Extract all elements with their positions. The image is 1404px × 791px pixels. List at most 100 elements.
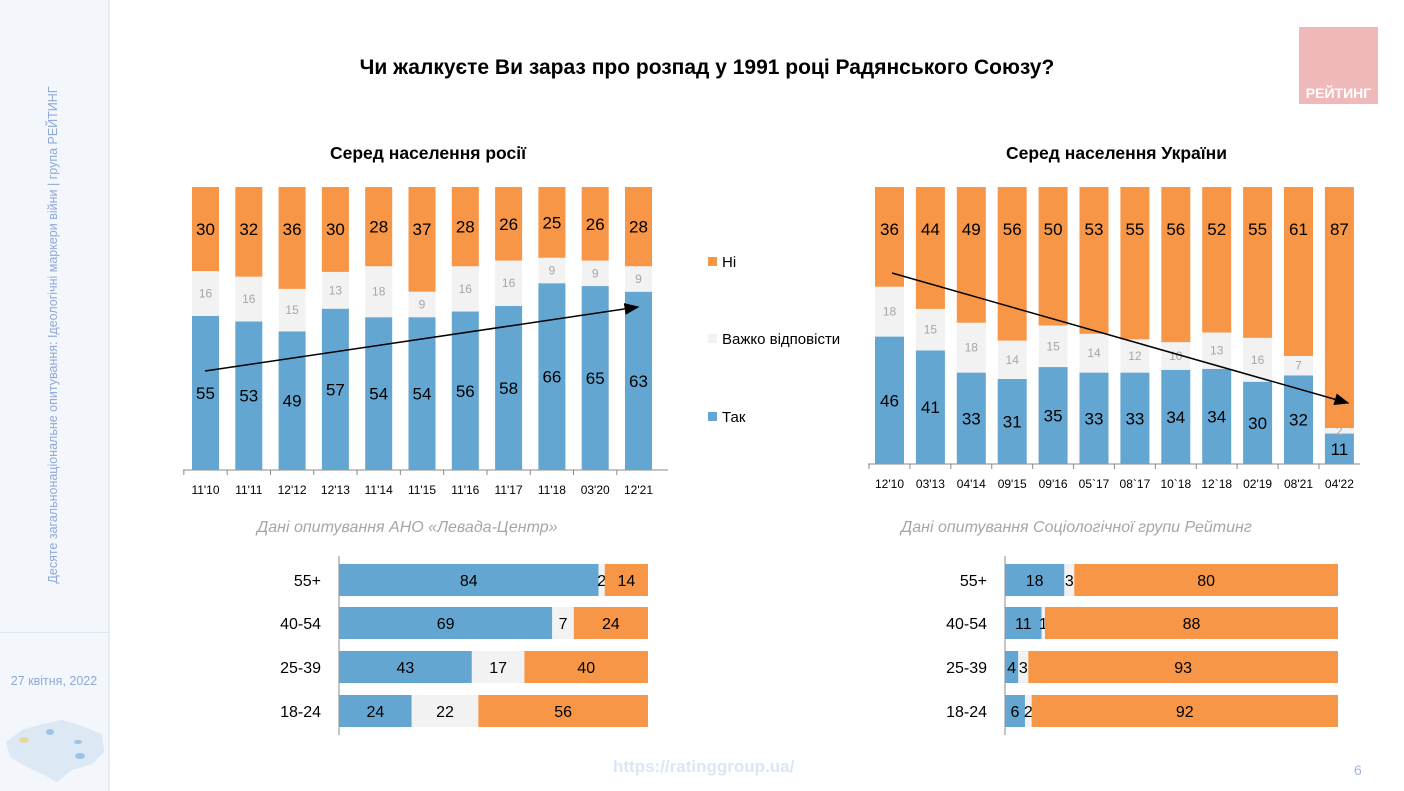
- ukraine-bar-no: [1161, 187, 1191, 343]
- russia-bar-no: [495, 187, 523, 261]
- russia-data-label: 54: [369, 385, 388, 404]
- ukraine-data-label: 87: [1330, 220, 1349, 239]
- ukraine-data-label: 61: [1289, 220, 1308, 239]
- russia-data-label: 56: [456, 382, 475, 401]
- russia-bar-yes: [278, 331, 306, 470]
- ukraine-data-label: 56: [1003, 220, 1022, 239]
- russia-tick-label: 11'18: [538, 483, 566, 497]
- russia-age-bar-no: [573, 607, 648, 639]
- ukraine-data-label: 33: [1085, 409, 1104, 428]
- ukraine-data-label: 11: [1331, 440, 1349, 459]
- russia-tick-label: 11'10: [191, 483, 219, 497]
- russia-data-label: 9: [549, 263, 556, 277]
- russia-age-data-label: 14: [617, 573, 635, 590]
- ukraine-data-label: 44: [921, 220, 940, 239]
- ukraine-age-bar-yes: [1005, 695, 1025, 727]
- ukraine-age-data-label: 3: [1065, 573, 1074, 590]
- russia-data-label: 30: [326, 220, 345, 239]
- russia-age-bar-no: [478, 695, 648, 727]
- ukraine-age-data-label: 80: [1197, 573, 1215, 590]
- ukraine-bar-hard: [1079, 333, 1109, 373]
- russia-data-label: 26: [499, 215, 518, 234]
- russia-bar-hard: [278, 288, 306, 332]
- russia-bar-no: [365, 187, 393, 267]
- russia-bar-hard: [451, 266, 479, 312]
- russia-bar-hard: [235, 276, 263, 322]
- russia-age-data-label: 69: [437, 616, 455, 633]
- sidebar: Десяте загальнонаціональне опитування: І…: [0, 0, 110, 791]
- russia-tick-label: 11'15: [408, 483, 436, 497]
- russia-bar-no: [581, 187, 609, 261]
- ukraine-data-label: 36: [880, 220, 899, 239]
- russia-bar-hard: [192, 271, 219, 316]
- russia-tick-label: 12'13: [321, 483, 350, 497]
- ukraine-age-bar-yes: [1005, 564, 1065, 596]
- russia-bar-no: [321, 187, 349, 272]
- russia-data-label: 25: [542, 213, 561, 232]
- ukraine-bar-hard: [1038, 325, 1068, 368]
- russia-data-label: 16: [502, 276, 516, 290]
- russia-age-bar-hard: [552, 607, 574, 639]
- ukraine-data-label: 55: [1125, 220, 1144, 239]
- ukraine-age-data-label: 4: [1007, 660, 1016, 677]
- ukraine-age-bar-hard: [1064, 564, 1075, 596]
- russia-age-bar-hard: [598, 564, 605, 596]
- ukraine-data-label: 49: [962, 220, 981, 239]
- ukraine-data-label: 31: [1003, 412, 1022, 431]
- ukraine-data-label: 32: [1289, 411, 1308, 430]
- ukraine-data-label: 53: [1085, 220, 1104, 239]
- ukraine-bar-yes: [875, 336, 904, 464]
- source-ukraine: Дані опитування Соціологічної групи Рейт…: [901, 519, 1252, 536]
- ukraine-age-bar-hard: [1041, 607, 1045, 639]
- ukraine-tick-label: 12'10: [875, 477, 904, 491]
- russia-age-bar-yes: [339, 607, 553, 639]
- ukraine-data-label: 55: [1248, 220, 1267, 239]
- russia-bar-no: [538, 187, 566, 258]
- footer-link[interactable]: https://ratinggroup.ua/: [613, 757, 795, 776]
- logo-text: РЕЙТИНГ: [1305, 85, 1372, 101]
- ukraine-bar-no: [1243, 187, 1273, 338]
- russia-bar-no: [235, 187, 263, 277]
- ukraine-age-data-label: 18: [1026, 573, 1044, 590]
- ukraine-data-label: 52: [1207, 220, 1226, 239]
- ukraine-data-label: 34: [1166, 408, 1185, 427]
- ukraine-bar-no: [1079, 187, 1109, 334]
- russia-data-label: 65: [586, 369, 605, 388]
- russia-bar-yes: [538, 283, 566, 470]
- ukraine-bar-no: [1324, 187, 1354, 428]
- russia-data-label: 66: [542, 368, 561, 387]
- ukraine-bar-yes: [1243, 381, 1273, 464]
- ukraine-data-label: 15: [1046, 339, 1060, 353]
- russia-bar-hard: [538, 257, 566, 284]
- russia-data-label: 15: [285, 303, 299, 317]
- ukraine-age-category-label: 25-39: [946, 660, 987, 677]
- russia-bar-yes: [495, 305, 523, 470]
- ukraine-bar-no: [1120, 187, 1150, 340]
- russia-age-bar-yes: [339, 651, 472, 683]
- russia-bar-yes: [235, 321, 263, 470]
- ukraine-tick-label: 08`17: [1120, 477, 1151, 491]
- russia-bar-hard: [408, 291, 436, 318]
- russia-bar-yes: [625, 291, 652, 470]
- legend-swatch: [708, 334, 717, 343]
- ukraine-bar-no: [956, 187, 986, 323]
- ukraine-age-data-label: 92: [1176, 704, 1194, 721]
- ukraine-age-data-label: 2: [1024, 704, 1033, 721]
- ukraine-tick-label: 05`17: [1079, 477, 1110, 491]
- ukraine-bar-yes: [1324, 433, 1354, 464]
- ukraine-bar-hard: [1324, 427, 1354, 434]
- ukraine-tick-label: 09'16: [1039, 477, 1068, 491]
- ukraine-bar-yes: [915, 350, 945, 464]
- ukraine-data-label: 41: [921, 398, 940, 417]
- ukraine-bar-yes: [1284, 375, 1313, 464]
- russia-age-category-label: 25-39: [280, 660, 321, 677]
- ukraine-bar-no: [1284, 187, 1313, 356]
- legend-label: Важко відповісти: [722, 331, 840, 348]
- ukraine-data-label: 7: [1295, 359, 1302, 373]
- russia-age-data-label: 40: [577, 660, 595, 677]
- russia-tick-label: 11'14: [365, 483, 393, 497]
- russia-bar-yes: [365, 317, 393, 470]
- ukraine-tick-label: 08'21: [1284, 477, 1313, 491]
- russia-data-label: 9: [592, 266, 599, 280]
- ukraine-bar-no: [1038, 187, 1068, 326]
